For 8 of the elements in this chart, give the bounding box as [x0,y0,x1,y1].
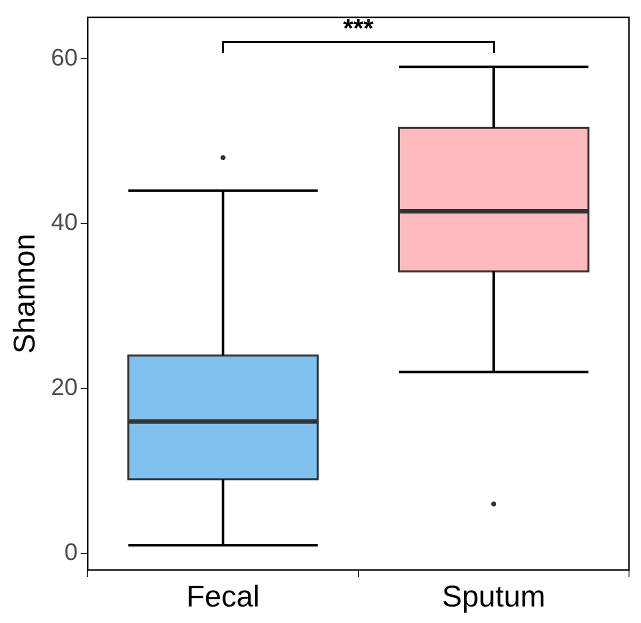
y-tick-label: 40 [50,209,78,236]
y-tick-label: 20 [50,374,78,402]
x-tick-label: Sputum [442,580,546,614]
annotation: *** [343,13,374,44]
y-axis-title: Shannon [8,234,42,354]
y-tick-label: 60 [50,44,78,72]
x-tick-label: Fecal [186,580,260,614]
y-tick-label: 0 [64,539,78,566]
